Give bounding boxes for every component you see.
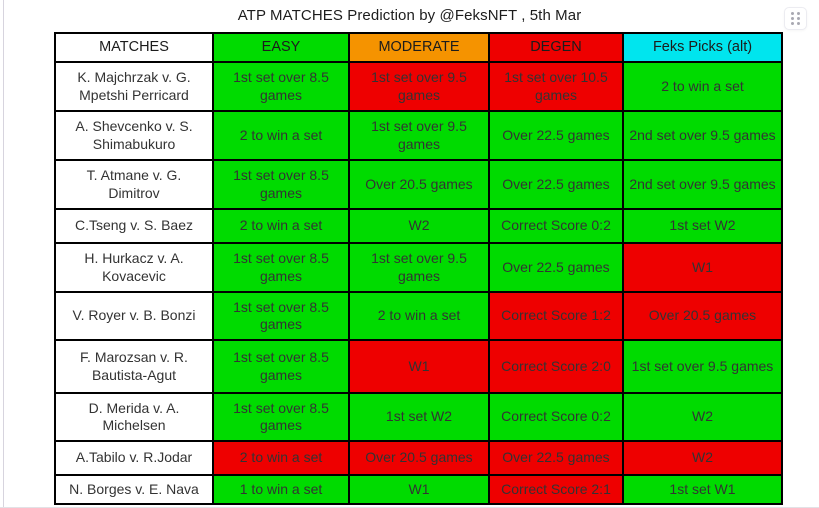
easy-pick: 1st set over 8.5 games [212, 159, 350, 210]
table-row: K. Majchrzak v. G. Mpetshi Perricard 1st… [54, 61, 783, 112]
easy-pick: 1st set over 8.5 games [212, 242, 350, 293]
easy-pick: 1st set over 8.5 games [212, 61, 350, 112]
easy-pick: 1st set over 8.5 games [212, 291, 350, 341]
degen-pick: 1st set over 10.5 games [488, 61, 624, 112]
degen-pick: Correct Score 2:0 [488, 339, 624, 394]
page-left-edge-line [3, 0, 4, 508]
degen-pick: Over 22.5 games [488, 110, 624, 161]
feks-pick: 2nd set over 9.5 games [622, 110, 783, 161]
easy-pick: 2 to win a set [212, 110, 350, 161]
column-header-matches: MATCHES [54, 32, 214, 63]
moderate-pick: Over 20.5 games [348, 440, 490, 476]
degen-pick: Correct Score 2:1 [488, 474, 624, 505]
match-name: N. Borges v. E. Nava [54, 474, 214, 505]
match-name: A.Tabilo v. R.Jodar [54, 440, 214, 476]
moderate-pick: W1 [348, 474, 490, 505]
feks-pick: W1 [622, 242, 783, 293]
degen-pick: Correct Score 0:2 [488, 392, 624, 442]
moderate-pick: 1st set over 9.5 games [348, 110, 490, 161]
easy-pick: 2 to win a set [212, 208, 350, 244]
feks-pick: 2 to win a set [622, 61, 783, 112]
table-row: A.Tabilo v. R.Jodar 2 to win a set Over … [54, 440, 783, 476]
feks-pick: W2 [622, 392, 783, 442]
match-name: H. Hurkacz v. A. Kovacevic [54, 242, 214, 293]
feks-pick: 2nd set over 9.5 games [622, 159, 783, 210]
header-row: MATCHES EASY MODERATE DEGEN Feks Picks (… [54, 32, 783, 63]
match-name: A. Shevcenko v. S. Shimabukuro [54, 110, 214, 161]
table-row: F. Marozsan v. R. Bautista-Agut 1st set … [54, 339, 783, 394]
moderate-pick: W1 [348, 339, 490, 394]
moderate-pick: 1st set W2 [348, 392, 490, 442]
degen-pick: Over 22.5 games [488, 440, 624, 476]
match-name: V. Royer v. B. Bonzi [54, 291, 214, 341]
degen-pick: Correct Score 0:2 [488, 208, 624, 244]
column-header-degen: DEGEN [488, 32, 624, 63]
easy-pick: 2 to win a set [212, 440, 350, 476]
degen-pick: Over 22.5 games [488, 159, 624, 210]
page-title: ATP MATCHES Prediction by @FeksNFT , 5th… [237, 7, 582, 24]
easy-pick: 1st set over 8.5 games [212, 392, 350, 442]
column-header-easy: EASY [212, 32, 350, 63]
table-row: D. Merida v. A. Michelsen 1st set over 8… [54, 392, 783, 442]
match-name: T. Atmane v. G. Dimitrov [54, 159, 214, 210]
feks-pick: 1st set W2 [622, 208, 783, 244]
degen-pick: Correct Score 1:2 [488, 291, 624, 341]
predictions-table: MATCHES EASY MODERATE DEGEN Feks Picks (… [54, 32, 783, 505]
feks-pick: W2 [622, 440, 783, 476]
table-row: H. Hurkacz v. A. Kovacevic 1st set over … [54, 242, 783, 293]
moderate-pick: 1st set over 9.5 games [348, 61, 490, 112]
match-name: C.Tseng v. S. Baez [54, 208, 214, 244]
degen-pick: Over 22.5 games [488, 242, 624, 293]
easy-pick: 1 to win a set [212, 474, 350, 505]
column-header-feks-picks: Feks Picks (alt) [622, 32, 783, 63]
drag-handle-button[interactable] [784, 7, 807, 30]
moderate-pick: 2 to win a set [348, 291, 490, 341]
table-row: N. Borges v. E. Nava 1 to win a set W1 C… [54, 474, 783, 505]
column-header-moderate: MODERATE [348, 32, 490, 63]
feks-pick: 1st set W1 [622, 474, 783, 505]
easy-pick: 1st set over 8.5 games [212, 339, 350, 394]
moderate-pick: 1st set over 9.5 games [348, 242, 490, 293]
table-row: V. Royer v. B. Bonzi 1st set over 8.5 ga… [54, 291, 783, 341]
match-name: F. Marozsan v. R. Bautista-Agut [54, 339, 214, 394]
feks-pick: 1st set over 9.5 games [622, 339, 783, 394]
match-name: D. Merida v. A. Michelsen [54, 392, 214, 442]
table-row: C.Tseng v. S. Baez 2 to win a set W2 Cor… [54, 208, 783, 244]
moderate-pick: W2 [348, 208, 490, 244]
match-name: K. Majchrzak v. G. Mpetshi Perricard [54, 61, 214, 112]
feks-pick: Over 20.5 games [622, 291, 783, 341]
moderate-pick: Over 20.5 games [348, 159, 490, 210]
table-row: A. Shevcenko v. S. Shimabukuro 2 to win … [54, 110, 783, 161]
six-dot-grid-icon [791, 12, 800, 25]
table-row: T. Atmane v. G. Dimitrov 1st set over 8.… [54, 159, 783, 210]
